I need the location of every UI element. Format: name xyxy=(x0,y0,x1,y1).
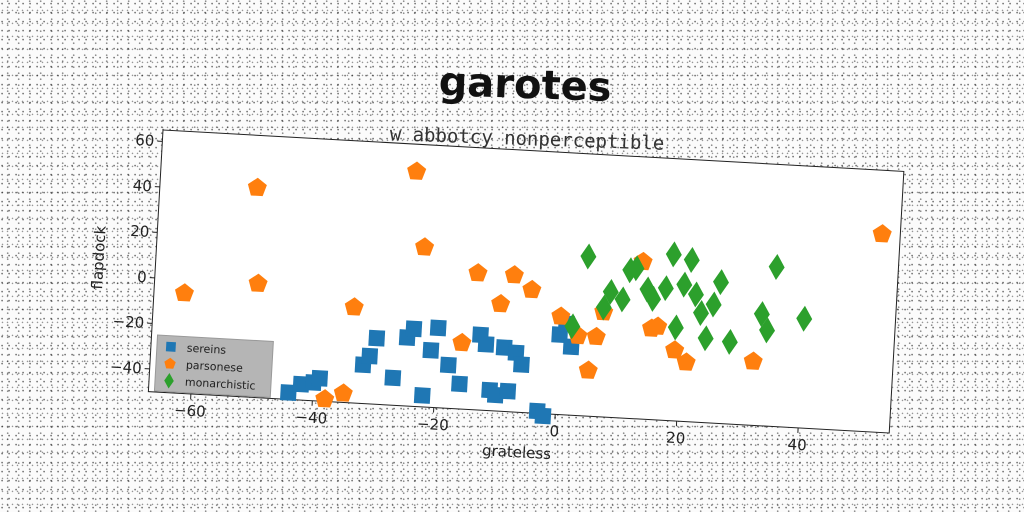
x-tick-label: −40 xyxy=(295,408,328,428)
parsonese-point xyxy=(248,273,268,293)
monarchistic-point xyxy=(683,246,700,273)
y-axis-label: flapdock xyxy=(88,225,110,290)
legend-label-monarchistic: monarchistic xyxy=(185,376,256,393)
parsonese-point xyxy=(522,279,542,299)
sereins-point xyxy=(361,347,379,365)
sereins-point xyxy=(279,384,297,402)
monarchistic-point xyxy=(614,286,631,313)
monarchistic-point xyxy=(796,305,813,332)
legend-marker-sereins xyxy=(165,341,176,352)
plot-area: −60 −40 −20 0 20 40 −40 −20 0 20 40 60 sereins pars… xyxy=(88,129,905,463)
data-points xyxy=(175,161,892,425)
y-tick-label: 20 xyxy=(130,222,150,241)
sereins-point xyxy=(477,335,495,353)
y-axis: −40 −20 0 20 40 60 xyxy=(110,131,163,378)
monarchistic-point xyxy=(693,299,709,326)
monarchistic-point xyxy=(768,254,785,280)
legend-marker-parsonese xyxy=(164,357,176,369)
monarchistic-point xyxy=(667,314,684,341)
parsonese-point xyxy=(648,316,668,335)
legend-label-parsonese: parsonese xyxy=(186,359,244,375)
monarchistic-point xyxy=(628,255,645,282)
monarchistic-point xyxy=(645,285,662,312)
x-tick-label: −20 xyxy=(417,415,450,435)
monarchistic-point xyxy=(713,269,729,296)
x-tick-label: 20 xyxy=(666,429,686,448)
parsonese-point xyxy=(676,352,696,371)
legend-label-sereins: sereins xyxy=(186,342,226,357)
sereins-point xyxy=(405,320,423,338)
monarchistic-point xyxy=(602,278,619,305)
parsonese-point xyxy=(586,326,606,346)
parsonese-point xyxy=(491,294,511,313)
monarchistic-point xyxy=(639,276,656,303)
parsonese-point xyxy=(665,340,685,359)
y-tick-label: −40 xyxy=(110,358,143,378)
sereins-point xyxy=(429,319,447,337)
sereins-point xyxy=(451,375,468,393)
parsonese-point xyxy=(872,224,892,243)
plot-frame xyxy=(147,129,905,434)
monarchistic-point xyxy=(676,271,693,298)
parsonese-point xyxy=(344,297,364,316)
monarchistic-point xyxy=(657,275,674,302)
x-axis: −60 −40 −20 0 20 40 xyxy=(174,393,807,454)
sereins-point xyxy=(534,407,552,425)
parsonese-point xyxy=(452,332,472,352)
y-tick-label: 0 xyxy=(137,268,148,287)
y-tick-label: −20 xyxy=(112,312,145,332)
monarchistic-point xyxy=(705,291,722,318)
x-tick-label: 0 xyxy=(549,422,560,441)
parsonese-point xyxy=(578,360,598,379)
parsonese-point xyxy=(743,351,763,370)
monarchistic-point xyxy=(697,325,714,352)
parsonese-point xyxy=(551,306,571,325)
parsonese-point xyxy=(247,177,267,197)
parsonese-point xyxy=(315,389,335,408)
sereins-point xyxy=(499,382,517,400)
sereins-point xyxy=(413,387,431,404)
legend-box xyxy=(153,334,274,398)
monarchistic-point xyxy=(665,241,682,268)
parsonese-point xyxy=(175,283,194,302)
chart-title: garotes xyxy=(438,59,612,111)
sereins-point xyxy=(384,369,402,387)
parsonese-point xyxy=(504,265,524,284)
monarchistic-point xyxy=(564,313,581,340)
x-tick-label: −60 xyxy=(174,401,207,421)
x-tick-label: 40 xyxy=(787,435,807,454)
y-tick-label: 60 xyxy=(135,131,155,150)
sereins-point xyxy=(368,329,386,347)
y-tick-label: 40 xyxy=(132,176,152,195)
monarchistic-point xyxy=(687,281,704,308)
parsonese-point xyxy=(333,383,353,402)
parsonese-point xyxy=(415,237,435,256)
x-axis-label: grateless xyxy=(482,441,552,463)
monarchistic-point xyxy=(580,243,597,270)
monarchistic-point xyxy=(753,301,770,328)
parsonese-point xyxy=(468,263,488,282)
monarchistic-point xyxy=(759,317,776,344)
sereins-point xyxy=(439,356,457,374)
legend-marker-monarchistic xyxy=(164,372,174,389)
parsonese-point xyxy=(407,161,427,180)
sereins-point xyxy=(513,356,530,373)
monarchistic-point xyxy=(595,294,612,321)
sereins-point xyxy=(311,369,329,387)
sereins-point xyxy=(422,341,440,359)
sereins-point xyxy=(486,386,504,404)
monarchistic-point xyxy=(721,328,738,355)
